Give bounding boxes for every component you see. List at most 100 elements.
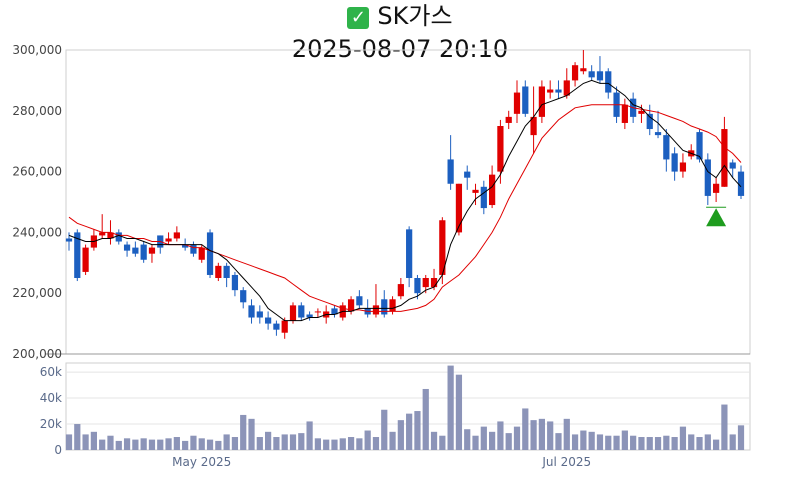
candle-body (240, 290, 247, 303)
candle-body (190, 244, 197, 254)
candle-body (596, 71, 604, 81)
candle-body (480, 186, 487, 209)
volume-bar (505, 433, 512, 450)
volume-bar (480, 426, 487, 450)
volume-bar (148, 439, 156, 450)
candle-body (638, 110, 645, 114)
candle-body (489, 174, 496, 206)
candle-body (646, 113, 653, 130)
volume-bar (173, 437, 180, 450)
candle-body (713, 183, 720, 193)
candle-body (563, 80, 570, 96)
volume-bar (588, 431, 595, 450)
volume-bar (679, 426, 687, 450)
volume-bar (74, 424, 81, 450)
candle-body (347, 299, 355, 312)
candle-body (414, 278, 421, 294)
candle-body (704, 159, 711, 196)
volume-tick-label: 60k (40, 365, 62, 379)
candle-body (356, 296, 363, 306)
candle-body (306, 314, 313, 318)
volume-bar (713, 439, 720, 450)
candle-body (621, 104, 628, 123)
volume-bar (414, 411, 421, 450)
volume-bar (364, 430, 371, 450)
candle-body (679, 162, 687, 172)
x-axis-label: May 2025 (172, 455, 231, 469)
volume-bar (306, 421, 313, 450)
candle-body (223, 265, 230, 278)
volume-bar (654, 437, 662, 450)
candle-body (331, 308, 338, 315)
candle-body (273, 323, 280, 330)
volume-bar (298, 433, 305, 450)
candle-body (123, 244, 131, 251)
volume-bar (613, 435, 620, 450)
volume-bar (571, 434, 579, 450)
volume-bar (190, 435, 197, 450)
volume-bar (231, 437, 239, 450)
x-axis-label: Jul 2025 (541, 455, 591, 469)
volume-bar (265, 431, 272, 450)
candle-body (571, 65, 579, 81)
volume-bar (439, 435, 446, 450)
volume-bar (372, 437, 380, 450)
volume-bar (737, 425, 745, 450)
candle-body (215, 265, 222, 278)
price-tick-label: 220,000 (12, 286, 62, 300)
candle-body (455, 183, 463, 233)
volume-bar (430, 431, 438, 450)
volume-bar (513, 426, 521, 450)
chart-datetime: 2025-08-07 20:10 (291, 35, 509, 63)
volume-bar (563, 418, 570, 450)
volume-bar (331, 439, 338, 450)
candle-body (729, 162, 736, 169)
volume-bar (555, 433, 562, 450)
stock-name: SK가스 (377, 2, 453, 30)
candle-body (555, 89, 562, 93)
volume-bar (472, 435, 479, 450)
volume-bar (115, 440, 122, 450)
candle-body (522, 86, 529, 114)
price-tick-label: 300,000 (12, 43, 62, 57)
volume-bar (721, 404, 728, 450)
candle-body (206, 232, 214, 275)
volume-bar (99, 439, 106, 450)
volume-bar (281, 434, 288, 450)
volume-bar (256, 437, 263, 450)
volume-bar (447, 365, 454, 450)
volume-bar (671, 437, 678, 450)
volume-bar (630, 435, 637, 450)
candle-body (721, 129, 728, 187)
price-tick-label: 260,000 (12, 165, 62, 179)
volume-bar (397, 420, 404, 450)
volume-tick-label: 20k (40, 417, 62, 431)
candle-body (406, 229, 413, 278)
volume-bar (314, 438, 321, 450)
volume-bar (605, 435, 612, 450)
moving-average-short-line (68, 79, 742, 322)
volume-bar (339, 438, 346, 450)
volume-bar (206, 439, 214, 450)
volume-bar (489, 431, 496, 450)
volume-tick-label: 40k (40, 391, 62, 405)
volume-bar (323, 439, 330, 450)
volume-bar (157, 439, 164, 450)
volume-bar (696, 437, 703, 450)
candle-body (148, 247, 156, 254)
volume-bar (165, 438, 172, 450)
volume-bar (107, 435, 114, 450)
volume-bar (621, 430, 628, 450)
volume-bar (347, 437, 355, 450)
candle-body (132, 247, 139, 254)
volume-bar (704, 434, 711, 450)
price-panel-frame (65, 49, 751, 355)
candle-body (115, 232, 122, 242)
volume-bar (422, 388, 429, 450)
volume-bar (182, 440, 189, 450)
buy-signal-triangle-icon (706, 208, 727, 227)
candle-body (538, 86, 545, 117)
volume-bar (82, 434, 89, 450)
volume-bar (464, 429, 471, 450)
volume-bar (381, 409, 388, 450)
